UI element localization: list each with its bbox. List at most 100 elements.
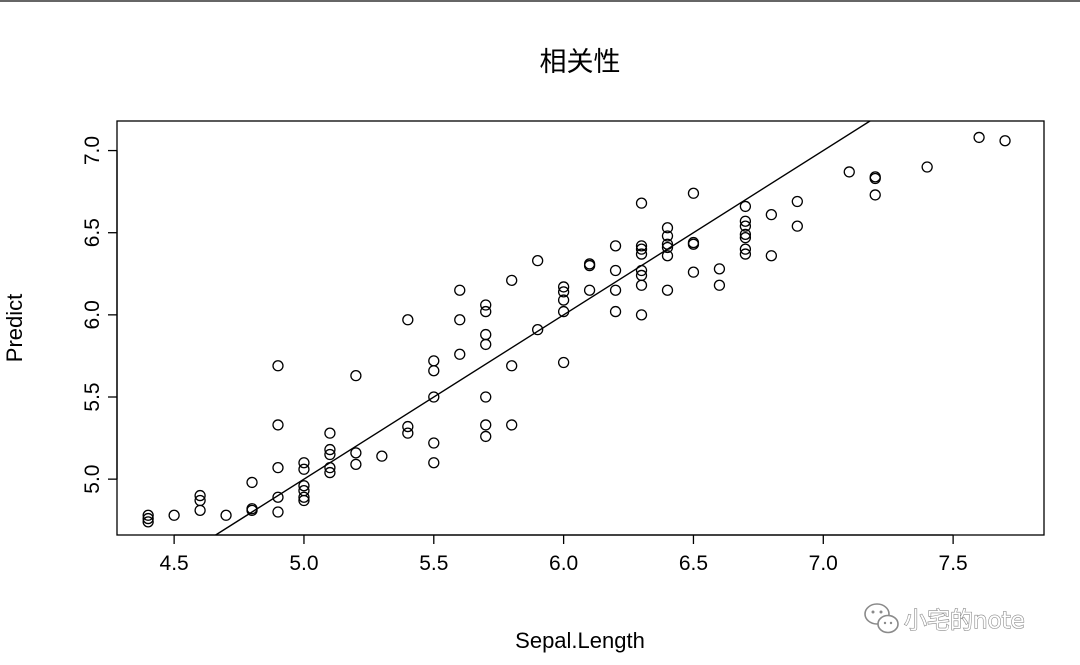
data-point [272, 491, 284, 503]
data-point [194, 494, 206, 507]
data-point [246, 503, 258, 515]
data-point [480, 328, 492, 341]
data-point [973, 131, 985, 144]
data-point [739, 228, 752, 241]
data-point [999, 135, 1011, 147]
data-point [142, 512, 154, 525]
data-point [480, 419, 492, 431]
y-tick-label: 7.0 [81, 136, 104, 165]
data-point [272, 506, 284, 518]
data-point [661, 230, 674, 242]
data-point [428, 355, 440, 367]
data-point [298, 457, 310, 469]
data-point [635, 240, 648, 252]
data-point [298, 484, 310, 497]
data-point [687, 187, 700, 199]
data-point [609, 305, 622, 318]
data-point [220, 509, 232, 521]
data-point [324, 448, 336, 461]
data-point [298, 463, 310, 475]
plot-frame [116, 120, 1045, 536]
x-tick-label: 6.5 [679, 552, 708, 575]
data-point [609, 240, 622, 252]
data-point [713, 279, 726, 291]
data-point [324, 427, 336, 439]
y-tick-label: 6.5 [81, 218, 104, 247]
data-point [402, 427, 414, 439]
data-point [246, 476, 258, 489]
x-axis-label: Sepal.Length [515, 628, 645, 653]
data-point [687, 266, 700, 278]
data-point [298, 491, 310, 503]
data-point [739, 231, 752, 244]
data-point [532, 323, 544, 336]
data-point [843, 166, 855, 178]
data-point [635, 197, 648, 209]
watermark-text: 小宅的note [904, 608, 1025, 634]
data-point [791, 195, 803, 208]
data-point [921, 161, 933, 173]
data-point [557, 281, 570, 293]
data-point [272, 419, 284, 431]
data-point [557, 356, 570, 369]
data-point [635, 269, 648, 282]
data-point [168, 509, 180, 521]
data-point [661, 238, 674, 250]
data-point [142, 516, 154, 528]
data-point [739, 200, 752, 213]
data-point [791, 220, 803, 232]
data-point [480, 305, 492, 318]
data-point [869, 189, 881, 201]
data-point [480, 430, 492, 443]
data-point [739, 248, 752, 260]
data-point [402, 314, 414, 326]
data-point [739, 215, 752, 227]
data-point [428, 437, 440, 449]
chart-title: 相关性 [540, 47, 621, 78]
data-point [635, 264, 648, 277]
x-tick-label: 4.5 [160, 552, 189, 575]
data-point [583, 284, 596, 296]
data-point [609, 284, 622, 296]
x-tick-label: 5.5 [419, 552, 448, 575]
data-point [402, 420, 414, 433]
data-point [480, 338, 492, 351]
data-point [480, 391, 492, 403]
x-tick-label: 6.0 [549, 552, 578, 575]
data-point [765, 208, 778, 221]
x-axis: 4.5 5.0 5.5 6.0 6.5 7.0 7.5 [160, 534, 968, 575]
data-point [272, 461, 284, 474]
y-axis-label: Predict [2, 294, 27, 362]
data-point [350, 458, 362, 471]
data-point [583, 258, 596, 270]
x-tick-label: 7.5 [939, 552, 968, 575]
data-point [324, 466, 336, 479]
data-point [635, 279, 648, 291]
data-point [350, 447, 362, 459]
data-point [506, 419, 518, 431]
data-point [661, 241, 674, 254]
data-point [272, 360, 284, 372]
data-point [194, 504, 206, 517]
data-point [713, 263, 726, 275]
data-point [376, 450, 388, 462]
data-point [661, 250, 674, 262]
y-axis: 5.0 5.5 6.0 6.5 7.0 [81, 136, 118, 494]
y-tick-label: 5.5 [81, 382, 104, 411]
data-point [557, 305, 570, 318]
x-tick-label: 7.0 [809, 552, 838, 575]
data-point [739, 220, 752, 232]
data-point [324, 443, 336, 456]
data-point [635, 248, 648, 260]
data-point [480, 299, 492, 311]
data-point [454, 314, 466, 326]
data-point [765, 250, 778, 262]
data-point [609, 264, 622, 277]
data-point [661, 284, 674, 296]
data-point [454, 348, 466, 360]
data-point [532, 254, 544, 267]
data-point [194, 489, 206, 502]
watermark: 小宅的note [864, 603, 1025, 635]
data-point [506, 274, 518, 287]
